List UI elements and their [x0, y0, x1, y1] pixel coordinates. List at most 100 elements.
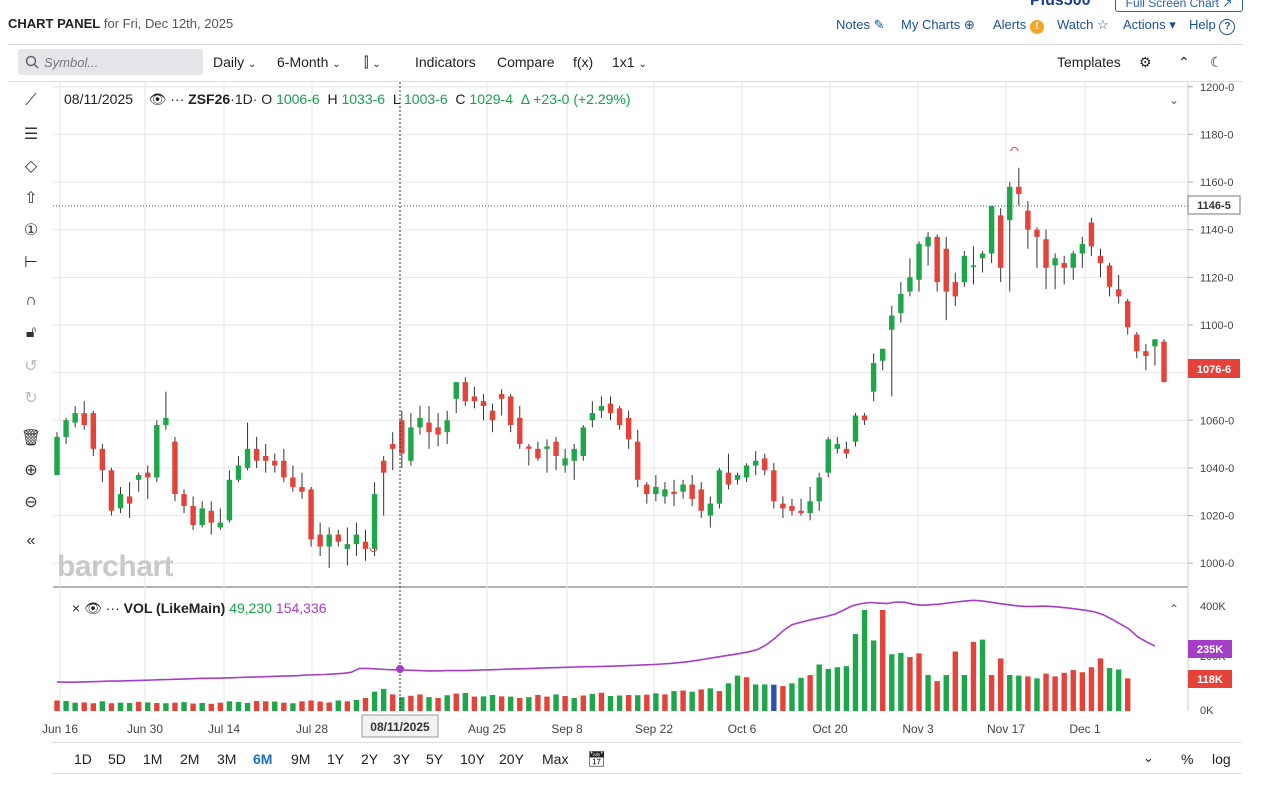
- volume-bar: [399, 697, 405, 711]
- templates-button[interactable]: Templates: [1057, 54, 1121, 70]
- volume-bar: [507, 696, 514, 711]
- magnet-icon[interactable]: ∩: [25, 292, 37, 309]
- candle-body: [698, 489, 704, 511]
- volume-bar: [353, 699, 360, 711]
- interval-dropdown[interactable]: Daily ⌄: [213, 54, 256, 70]
- edit-icon: ✎: [873, 17, 885, 32]
- range-5y[interactable]: 5Y: [426, 751, 444, 767]
- candle-body: [1115, 289, 1122, 297]
- fx-button[interactable]: f(x): [573, 54, 594, 70]
- full-screen-button[interactable]: Full Screen Chart ↗: [1115, 0, 1243, 12]
- layout-dropdown[interactable]: 1x1 ⌄: [612, 54, 647, 70]
- measure-tool-icon[interactable]: ⊢: [24, 254, 38, 271]
- candle-body: [54, 436, 60, 476]
- help-link[interactable]: Help ?: [1189, 17, 1236, 35]
- candle-body: [662, 489, 668, 497]
- range-max[interactable]: Max: [542, 751, 569, 767]
- chart-type-dropdown[interactable]: ⫿ ⌄: [364, 54, 381, 71]
- volume-bar: [580, 695, 586, 711]
- volume-bar: [154, 702, 160, 711]
- more-icon[interactable]: ···: [170, 91, 185, 107]
- my-charts-link[interactable]: My Charts ⊕: [901, 17, 975, 33]
- chevron-down-icon[interactable]: ⌄: [1169, 93, 1180, 107]
- indicators-button[interactable]: Indicators: [415, 54, 476, 70]
- volume-bar: [1125, 678, 1131, 711]
- annotation-tool-icon[interactable]: ①: [23, 222, 39, 239]
- candle-body: [172, 441, 178, 495]
- candle-body: [1143, 351, 1149, 356]
- volume-average-line: [56, 599, 1156, 683]
- range-6m[interactable]: 6M: [253, 751, 273, 767]
- last-price-box: [1188, 359, 1240, 378]
- volume-bar: [762, 684, 768, 711]
- percent-toggle[interactable]: %: [1181, 751, 1194, 767]
- watch-link[interactable]: Watch ☆: [1057, 17, 1109, 33]
- candle-body: [199, 508, 205, 526]
- more-icon[interactable]: ···: [105, 600, 120, 616]
- candle-body: [598, 405, 605, 411]
- volume-bar: [108, 703, 115, 711]
- dark-mode-icon[interactable]: ☾: [1210, 54, 1223, 70]
- lock-icon[interactable]: 🔓︎: [25, 324, 37, 341]
- collapse-toolbar-icon[interactable]: «: [26, 532, 36, 549]
- period-dropdown[interactable]: 6-Month ⌄: [277, 54, 341, 70]
- close-icon[interactable]: ×: [72, 600, 81, 616]
- log-toggle[interactable]: log: [1212, 751, 1231, 767]
- redo-icon[interactable]: ↻: [24, 390, 38, 407]
- volume-bar: [625, 694, 632, 711]
- volume-bar: [489, 694, 496, 711]
- x-tick-label: Dec 1: [1069, 722, 1101, 736]
- gear-icon[interactable]: ⚙: [1139, 54, 1152, 70]
- candle-body: [317, 534, 323, 547]
- volume-bar: [898, 652, 904, 711]
- arrow-tool-icon[interactable]: ⇧: [24, 190, 38, 207]
- notes-link[interactable]: Notes ✎: [836, 17, 885, 33]
- volume-bar: [571, 697, 577, 711]
- range-1m[interactable]: 1M: [143, 751, 163, 767]
- eye-icon[interactable]: 👁︎: [148, 91, 167, 107]
- range-20y[interactable]: 20Y: [499, 751, 524, 767]
- range-3m[interactable]: 3M: [217, 751, 237, 767]
- symbol-search[interactable]: Symbol...: [18, 49, 203, 75]
- alerts-link[interactable]: Alerts !: [993, 17, 1044, 34]
- range-2m[interactable]: 2M: [180, 751, 200, 767]
- volume-bar: [326, 702, 332, 711]
- range-2y[interactable]: 2Y: [361, 751, 379, 767]
- actions-menu[interactable]: Actions ▾: [1123, 17, 1176, 33]
- range-1y[interactable]: 1Y: [327, 751, 345, 767]
- range-1d[interactable]: 1D: [74, 751, 92, 767]
- collapse-icon[interactable]: ⌃: [1178, 54, 1190, 70]
- candle-body: [299, 486, 305, 492]
- calendar-icon[interactable]: 📅︎: [587, 751, 607, 768]
- double-chevron-icon[interactable]: ⌄: [1143, 750, 1154, 765]
- volume-bar: [952, 651, 959, 711]
- shape-tool-icon[interactable]: ◇: [24, 158, 38, 175]
- zoom-in-icon[interactable]: ⊕: [24, 462, 38, 479]
- volume-avg-value: 154,336: [275, 600, 327, 616]
- volume-bar: [90, 703, 96, 711]
- volume-bar: [698, 689, 704, 711]
- x-tick-label: Jul 14: [208, 722, 240, 736]
- candle-body: [208, 510, 214, 523]
- fib-tool-icon[interactable]: ☰: [23, 126, 39, 143]
- range-5d[interactable]: 5D: [108, 751, 126, 767]
- range-3y[interactable]: 3Y: [393, 751, 411, 767]
- compare-button[interactable]: Compare: [497, 54, 555, 70]
- chevron-up-icon[interactable]: ⌃: [1169, 602, 1180, 616]
- range-10y[interactable]: 10Y: [460, 751, 485, 767]
- line-tool-icon[interactable]: ⟋: [25, 92, 37, 109]
- x-tick-label: Jun 30: [127, 722, 163, 736]
- zoom-out-icon[interactable]: ⊖: [24, 494, 38, 511]
- volume-bar: [1106, 668, 1113, 711]
- trash-icon[interactable]: 🗑︎: [20, 430, 42, 447]
- low-label: L: [392, 91, 401, 107]
- undo-icon[interactable]: ↺: [24, 358, 38, 375]
- range-9m[interactable]: 9M: [291, 751, 311, 767]
- search-input[interactable]: Symbol...: [44, 55, 99, 70]
- brand-logo[interactable]: Plus500: [1030, 0, 1091, 9]
- volume-bar: [934, 681, 940, 711]
- eye-icon[interactable]: 👁︎: [84, 600, 102, 616]
- volume-bar: [562, 696, 568, 711]
- y-tick-label: 1000-0: [1200, 558, 1234, 570]
